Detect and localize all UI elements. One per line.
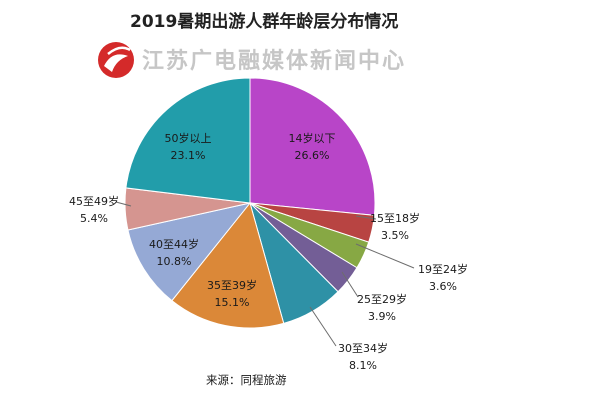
station-logo [98, 42, 134, 78]
slice-label-1: 14岁以下 [289, 131, 336, 145]
slice-value-2: 3.5% [381, 229, 409, 242]
slice-value-3: 3.6% [429, 280, 457, 293]
slice-label-3: 19至24岁 [418, 262, 468, 276]
leader-line-8 [115, 201, 132, 207]
slice-value-1: 26.6% [295, 149, 330, 162]
pie-slice-1 [249, 77, 376, 216]
slice-value-4: 3.9% [368, 310, 396, 323]
pie-slice-7 [127, 202, 252, 302]
source-note: 来源：同程旅游 [206, 373, 287, 387]
slice-label-7: 40至44岁 [149, 237, 199, 251]
slice-label-5: 30至34岁 [338, 341, 388, 355]
leader-lines [115, 201, 415, 347]
slice-label-8: 45至49岁 [69, 194, 119, 208]
slice-value-9: 23.1% [171, 149, 206, 162]
slice-label-9: 50岁以上 [165, 131, 212, 145]
logo-arc-icon [107, 46, 131, 55]
leader-line-5 [309, 306, 337, 347]
leader-line-3 [355, 243, 415, 269]
slice-value-7: 10.8% [157, 255, 192, 268]
slice-value-6: 15.1% [215, 296, 250, 309]
slice-labels: 14岁以下 26.6% 15至18岁 3.5% 19至24岁 3.6% 25至29岁 3.9%… [69, 131, 468, 372]
logo-swirl-icon [104, 54, 128, 72]
slice-value-8: 5.4% [80, 212, 108, 225]
leader-line-2 [355, 215, 377, 220]
slice-label-2: 15至18岁 [370, 211, 420, 225]
pie-slice-9 [125, 77, 251, 204]
pie-slices [124, 77, 376, 329]
slice-value-5: 8.1% [349, 359, 377, 372]
chart-title: 2019暑期出游人群年龄层分布情况 [130, 11, 398, 32]
watermark: 江苏广电融媒体新闻中心 [142, 48, 406, 74]
slice-label-6: 35至39岁 [207, 278, 257, 292]
leader-line-4 [341, 271, 359, 298]
pie-slice-6 [171, 201, 285, 329]
slice-label-4: 25至29岁 [357, 292, 407, 306]
